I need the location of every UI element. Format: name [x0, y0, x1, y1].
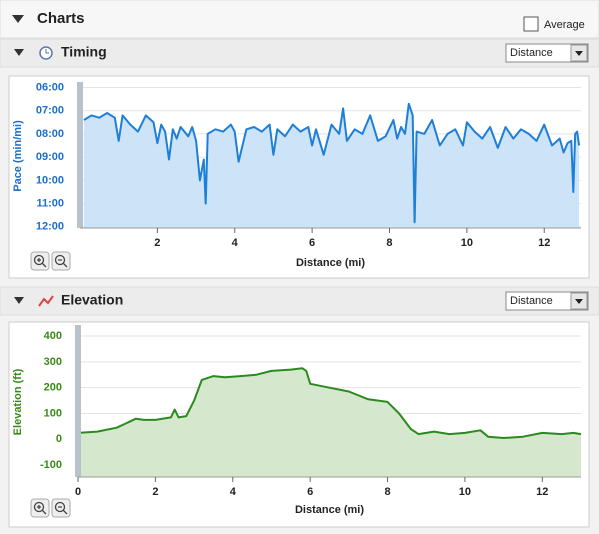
y-tick-label: 06:00 — [36, 81, 64, 93]
x-tick-label: 8 — [386, 237, 392, 249]
y-tick-label: -100 — [40, 459, 62, 471]
zoom-out-glyph — [58, 259, 68, 268]
zoom-out-button[interactable] — [51, 251, 71, 271]
x-tick-label: 2 — [154, 237, 160, 249]
section-header — [0, 38, 599, 68]
y-tick-label: 400 — [44, 330, 62, 342]
y-tick-label: 0 — [56, 433, 62, 445]
area — [78, 368, 581, 477]
x-tick-label: 12 — [538, 237, 550, 249]
axis-strip — [75, 325, 81, 477]
x-mode-select[interactable] — [505, 291, 589, 311]
x-tick-label: 2 — [152, 486, 158, 498]
zoom-in-button[interactable] — [30, 498, 50, 518]
y-tick-label: 11:00 — [36, 198, 64, 210]
y-tick-label: 12:00 — [36, 221, 64, 233]
x-mode-value: Distance — [510, 295, 553, 307]
zoom-out-icon — [54, 501, 66, 513]
x-tick-label: 4 — [230, 486, 237, 498]
x-mode-value: Distance — [510, 47, 553, 59]
panel-title: Charts — [37, 10, 85, 27]
line — [77, 367, 582, 439]
y-axis-label: Pace (min/mi) — [12, 120, 24, 192]
y-tick-label: 200 — [44, 382, 62, 394]
x-tick-label: 10 — [461, 237, 473, 249]
collapse-arrow[interactable] — [14, 297, 24, 304]
axis-strip — [77, 82, 83, 228]
average-label: Average — [544, 19, 585, 31]
x-tick-label: 0 — [75, 486, 81, 498]
section-header — [0, 286, 599, 316]
clock-hands — [45, 49, 49, 54]
y-tick-label: 08:00 — [36, 128, 64, 140]
x-tick-label: 4 — [232, 237, 239, 249]
collapse-arrow[interactable] — [14, 49, 24, 56]
x-tick-label: 6 — [307, 486, 313, 498]
line — [83, 102, 581, 224]
y-axis-label: Elevation (ft) — [12, 368, 24, 435]
average-checkbox[interactable] — [523, 16, 539, 32]
x-tick-label: 10 — [459, 486, 471, 498]
header-bar — [0, 0, 599, 39]
x-tick-label: 6 — [309, 237, 315, 249]
x-axis-label: Distance (mi) — [295, 504, 364, 516]
elevation-icon — [38, 295, 54, 307]
zoom-out-button[interactable] — [51, 498, 71, 518]
zoom-in-button[interactable] — [30, 251, 50, 271]
select-arrow — [575, 51, 583, 56]
zoom-in-glyph — [37, 258, 47, 268]
y-tick-label: 07:00 — [36, 105, 64, 117]
y-tick-label: 10:00 — [36, 174, 64, 186]
y-tick-label: 100 — [44, 407, 62, 419]
zoom-out-glyph — [58, 506, 68, 515]
zoom-in-icon — [33, 254, 45, 266]
section-title: Elevation — [61, 292, 123, 308]
zoom-in-glyph — [37, 505, 47, 515]
collapse-arrow[interactable] — [12, 15, 24, 23]
select-arrow — [575, 299, 583, 304]
y-tick-label: 09:00 — [36, 151, 64, 163]
zoom-out-icon — [54, 254, 66, 266]
section-title: Timing — [61, 44, 107, 60]
x-mode-select[interactable] — [505, 43, 589, 63]
x-tick-label: 12 — [536, 486, 548, 498]
x-axis-label: Distance (mi) — [296, 257, 365, 269]
y-tick-label: 300 — [44, 356, 62, 368]
x-tick-label: 8 — [384, 486, 390, 498]
zoom-in-icon — [33, 501, 45, 513]
